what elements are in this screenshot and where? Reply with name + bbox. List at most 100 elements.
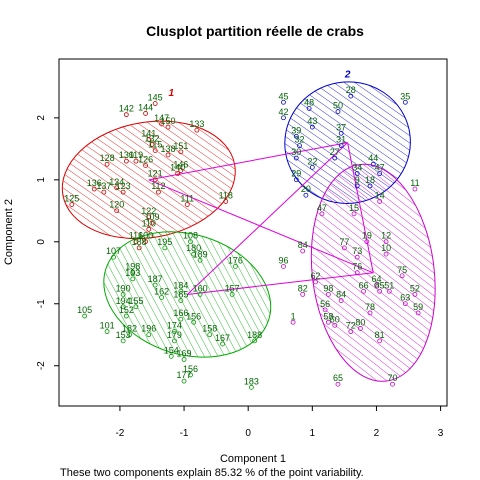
data-point: 115 <box>148 140 162 154</box>
data-point: 132 <box>144 133 160 147</box>
data-point: 80 <box>355 317 365 331</box>
data-point: 30 <box>291 147 301 161</box>
data-point-label: 28 <box>346 85 356 95</box>
data-point: 72 <box>346 321 356 334</box>
x-tick-label: 3 <box>438 428 444 439</box>
data-point-label: 150 <box>161 116 176 126</box>
data-point: 60 <box>330 314 340 328</box>
data-point: 137 <box>96 181 111 195</box>
data-point-label: 152 <box>119 305 134 315</box>
data-point: 34 <box>352 163 362 176</box>
data-point: 14 <box>375 190 385 204</box>
data-point-label: 73 <box>352 246 362 256</box>
x-tick-label: 1 <box>310 428 316 439</box>
data-point-label: 174 <box>167 321 182 331</box>
data-point-label: 80 <box>355 317 365 327</box>
x-axis-label: Component 1 <box>220 453 286 465</box>
data-point: 183 <box>244 376 259 390</box>
data-point-label: 194 <box>116 296 131 306</box>
data-point-label: 108 <box>183 231 198 241</box>
data-point-label: 64 <box>371 274 381 284</box>
data-point-label: 155 <box>128 296 143 306</box>
data-point: 150 <box>161 116 176 130</box>
data-point: 11 <box>410 178 420 192</box>
data-point-label: 165 <box>173 290 188 300</box>
data-point-label: 132 <box>144 133 159 143</box>
data-point: 76 <box>352 262 362 276</box>
data-point: 22 <box>307 156 317 170</box>
data-point-label: 84 <box>298 240 308 250</box>
y-axis: -2 -1 0 1 2 <box>36 115 59 370</box>
data-point: 187 <box>148 274 163 288</box>
data-point: 42 <box>278 107 288 121</box>
data-point-label: 98 <box>323 283 333 293</box>
data-point: 18 <box>365 175 375 189</box>
data-point-label: 198 <box>125 262 140 272</box>
data-point-label: 29 <box>291 169 301 179</box>
data-point: 20 <box>301 184 311 198</box>
data-point: 177 <box>177 370 192 384</box>
data-point: 84 <box>298 240 308 254</box>
data-point: 153 <box>116 330 131 344</box>
data-point-label: 84 <box>336 290 346 300</box>
data-point: 51 <box>384 280 394 294</box>
data-point: 188 <box>247 330 262 344</box>
data-point-label: 136 <box>87 178 102 188</box>
data-point-label: 11 <box>410 178 419 188</box>
x-tick-label: -1 <box>180 428 189 439</box>
data-point: 182 <box>122 324 137 338</box>
data-point: 151 <box>173 141 188 155</box>
data-point-label: 77 <box>339 237 349 247</box>
data-point: 44 <box>368 153 378 167</box>
data-point-label: 51 <box>384 280 394 290</box>
data-point-label: 47 <box>375 163 385 173</box>
data-point: 105 <box>77 305 92 319</box>
data-point-label: 65 <box>333 373 343 383</box>
data-point-label: 137 <box>96 181 111 191</box>
data-point: 50 <box>333 101 343 114</box>
data-point: 101 <box>100 321 115 334</box>
data-point-label: 193 <box>125 268 140 278</box>
y-tick-label: 0 <box>36 239 47 245</box>
data-point-label: 176 <box>228 255 243 265</box>
data-point: 156 <box>183 364 198 378</box>
data-point-label: 43 <box>307 116 317 126</box>
data-point: 35 <box>400 91 410 105</box>
data-point-label: 145 <box>148 93 163 103</box>
data-point-label: 126 <box>138 154 153 164</box>
data-point-label: 110 <box>142 218 156 228</box>
data-point-label: 107 <box>106 246 121 256</box>
cluster-connection-line <box>187 272 374 295</box>
data-point: 58 <box>323 311 333 325</box>
data-point: 122 <box>141 206 156 220</box>
data-point-label: 12 <box>381 231 391 241</box>
data-point-label: 195 <box>157 237 172 247</box>
data-point: 141 <box>141 128 156 142</box>
data-point: 48 <box>304 97 314 111</box>
data-point-label: 140 <box>170 163 185 173</box>
data-point-label: 50 <box>333 101 343 111</box>
data-point-label: 142 <box>119 104 134 114</box>
data-point: 39 <box>291 125 301 139</box>
data-point: 144 <box>138 102 153 116</box>
data-point: 123 <box>116 181 131 195</box>
data-point-label: 35 <box>400 91 410 101</box>
data-point: 116 <box>129 231 143 245</box>
data-point-label: 146 <box>173 159 188 169</box>
data-point: 167 <box>215 333 230 347</box>
data-point-label: 48 <box>304 97 314 107</box>
data-point-label: 118 <box>219 190 233 200</box>
data-point: 27 <box>330 147 340 161</box>
data-point: 190 <box>116 283 131 297</box>
data-point-label: 154 <box>164 345 179 355</box>
data-point-label: 190 <box>116 283 131 293</box>
cluster-number-label: 1 <box>168 88 174 99</box>
data-point-label: 124 <box>109 177 124 187</box>
data-point: 138 <box>161 144 176 158</box>
data-point: 84 <box>336 290 346 303</box>
data-point-label: 27 <box>330 147 340 157</box>
data-point: 47 <box>317 203 327 217</box>
data-point: 109 <box>144 212 160 226</box>
data-point: 133 <box>189 119 204 133</box>
